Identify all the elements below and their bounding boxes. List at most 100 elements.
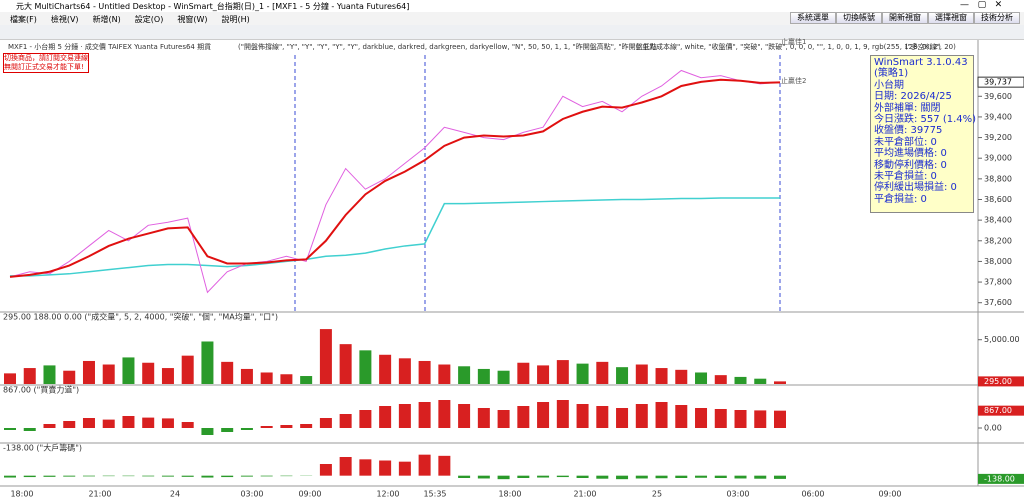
x-tick-label: 15:35: [423, 490, 446, 499]
bar: [616, 408, 629, 428]
menu-item[interactable]: 檢視(V): [50, 15, 79, 24]
x-tick-label: 03:00: [726, 490, 749, 499]
bar: [142, 362, 155, 384]
bar: [280, 374, 293, 384]
y-tick-label: 38,800: [984, 174, 1012, 183]
info-line: 平均進場價格: 0: [874, 148, 947, 160]
bar: [477, 408, 490, 428]
bar: [714, 375, 727, 384]
bar: [675, 405, 688, 428]
x-tick-label: 18:00: [10, 490, 33, 499]
last-value-marker: [978, 473, 1024, 484]
bar: [161, 418, 174, 428]
bar: [43, 424, 56, 428]
bar: [438, 455, 451, 476]
bar: [418, 360, 431, 384]
tab[interactable]: 選擇視窗: [928, 12, 974, 24]
bar: [418, 454, 431, 476]
y-tick-label: 38,600: [984, 195, 1012, 204]
x-tick-label: 24: [170, 490, 180, 499]
bar: [438, 364, 451, 384]
bar: [537, 365, 550, 384]
bar: [774, 381, 786, 384]
bar: [201, 428, 214, 435]
bar: [458, 475, 471, 478]
tab[interactable]: 技術分析: [974, 12, 1020, 24]
series-line: [9, 78, 781, 278]
bar: [359, 459, 372, 476]
last-price-label: 39,737: [984, 78, 1012, 87]
bar: [240, 475, 253, 477]
bar: [260, 475, 273, 477]
bar: [379, 406, 392, 428]
bar: [714, 475, 727, 478]
bar: [339, 457, 352, 476]
stop-label: 止贏佳1: [781, 38, 807, 46]
last-value-marker: [978, 376, 1024, 387]
bar: [556, 360, 569, 384]
tab[interactable]: 切換帳號: [836, 12, 882, 24]
series-line: [9, 69, 781, 294]
info-line: 未平倉部位: 0: [874, 136, 937, 148]
y-tick-label: 0.00: [984, 424, 1002, 433]
panel-header: 867.00 ("買賣力道"): [3, 385, 79, 395]
info-line: 收盤價: 39775: [874, 125, 943, 137]
bar: [754, 378, 767, 384]
indicator-label: ("開盤佈撐線", "Y", "Y", "Y", "Y", "Y", darkb…: [238, 43, 657, 51]
bar: [537, 475, 550, 478]
bar: [379, 460, 392, 476]
bar: [458, 404, 471, 428]
window-controls[interactable]: — ▢ ✕: [960, 0, 1003, 10]
bar: [754, 410, 767, 428]
bar: [418, 402, 431, 428]
bar: [497, 370, 510, 384]
bar: [576, 404, 589, 428]
info-line: 小台期: [874, 79, 904, 91]
y-tick-label: 39,200: [984, 133, 1012, 142]
bar: [201, 341, 214, 384]
tab[interactable]: 系統選單: [790, 12, 836, 24]
bar: [359, 410, 372, 428]
bar: [517, 362, 530, 384]
bar: [754, 475, 767, 479]
info-box: WinSmart 3.1.0.43 (策略1) 小台期 日期: 2026/4/25 外部…: [870, 55, 976, 213]
menu-item[interactable]: 設定(O): [134, 15, 164, 24]
bar: [379, 354, 392, 384]
tab[interactable]: 開新視窗: [882, 12, 928, 24]
menu-item[interactable]: 說明(H): [221, 15, 250, 24]
bar: [734, 376, 747, 384]
bar: [161, 368, 174, 384]
last-price-marker: [977, 76, 1024, 88]
bar: [181, 355, 194, 384]
bar: [300, 424, 313, 428]
x-tick-label: 03:00: [240, 490, 263, 499]
bar: [4, 475, 16, 478]
warning: 切換商品，請訂閱交易連線 無閱訂正式交易才能下單!: [3, 53, 89, 73]
bar: [43, 365, 56, 384]
x-tick-label: 25: [652, 490, 662, 499]
bar: [675, 369, 688, 384]
bar: [596, 406, 609, 428]
bar: [82, 475, 95, 477]
bar: [458, 366, 471, 384]
bar: [300, 376, 313, 384]
bar: [339, 414, 352, 428]
bar: [122, 357, 135, 384]
bar: [576, 475, 589, 478]
menu-item[interactable]: 新增(N): [92, 15, 121, 24]
window-title: 元大 MultiCharts64 - Untitled Desktop - Wi…: [16, 2, 410, 11]
bar: [655, 402, 668, 428]
bar: [43, 475, 56, 477]
x-tick-label: 06:00: [801, 490, 824, 499]
chart-symbol: MXF1 - 小台期 5 分鐘 · 成交價 TAIFEX Yuanta Futu…: [8, 43, 212, 51]
menu-item[interactable]: 檔案(F): [10, 15, 37, 24]
y-tick-label: 38,400: [984, 216, 1012, 225]
bar: [359, 350, 372, 384]
bar: [774, 475, 786, 479]
y-tick-label: 37,600: [984, 298, 1012, 307]
menu-item[interactable]: 視窗(W): [177, 15, 208, 24]
x-tick-label: 12:00: [376, 490, 399, 499]
bar: [221, 475, 234, 478]
bar: [537, 402, 550, 428]
x-tick-label: 18:00: [498, 490, 521, 499]
